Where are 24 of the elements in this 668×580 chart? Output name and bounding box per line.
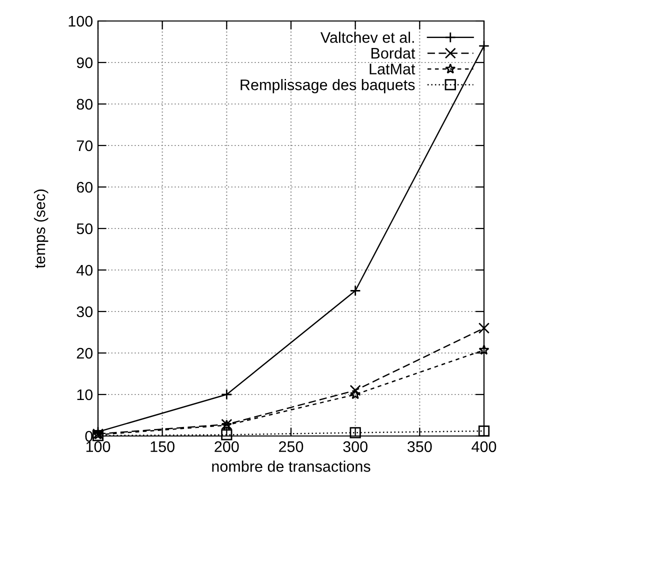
legend-label: Remplissage des baquets (240, 79, 415, 94)
y-tick-label: 70 (76, 140, 93, 152)
y-tick-label: 10 (77, 389, 93, 400)
legend-label: Bordat (371, 47, 416, 59)
x-tick-label: 150 (150, 441, 174, 452)
x-tick-label: 400 (472, 441, 496, 452)
y-tick-label: 0 (85, 430, 93, 442)
y-tick-label: 60 (76, 182, 93, 193)
x-tick-label: 200 (214, 441, 239, 452)
x-tick-label: 100 (86, 441, 110, 452)
legend-label: LatMat (370, 64, 416, 74)
x-axis-title: nombre de transactions (212, 460, 370, 472)
y-tick-label: 40 (76, 264, 93, 276)
x-tick-label: 300 (343, 441, 368, 452)
y-tick-label: 50 (76, 223, 93, 234)
y-tick-label: 100 (68, 16, 93, 27)
y-axis-title: temps (sec) (34, 190, 48, 268)
y-tick-label: 90 (76, 57, 93, 68)
y-tick-label: 20 (76, 348, 93, 359)
x-tick-label: 250 (279, 441, 304, 452)
y-tick-label: 80 (76, 98, 93, 110)
legend-label: Valtchev et al. (320, 32, 414, 43)
y-tick-label: 30 (76, 306, 93, 318)
x-tick-label: 350 (408, 441, 432, 452)
